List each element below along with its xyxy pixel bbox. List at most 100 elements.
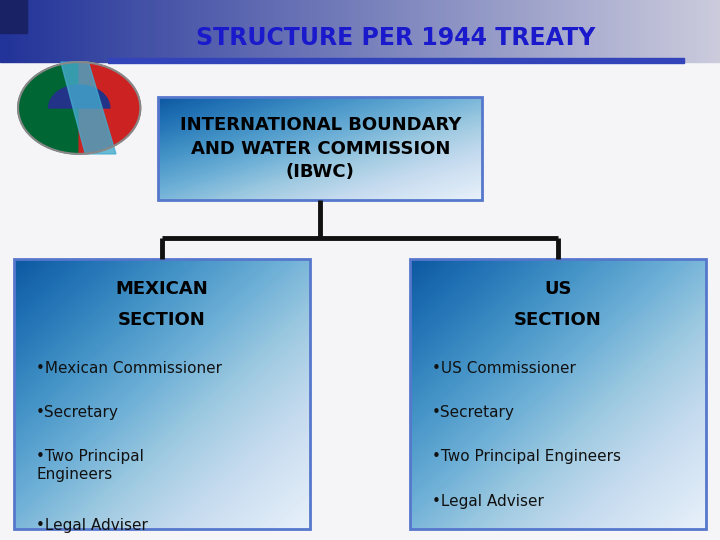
Bar [691, 0, 695, 62]
Bar [709, 0, 713, 62]
Bar [108, 58, 684, 63]
Bar [374, 0, 378, 62]
Bar [490, 0, 493, 62]
Bar [569, 0, 572, 62]
Bar [328, 0, 331, 62]
Bar [464, 0, 468, 62]
Bar [198, 0, 202, 62]
Bar [209, 0, 212, 62]
Bar [166, 0, 169, 62]
Bar [346, 0, 349, 62]
Text: STRUCTURE PER 1944 TREATY: STRUCTURE PER 1944 TREATY [197, 26, 595, 50]
Bar [515, 0, 518, 62]
Bar [698, 0, 702, 62]
Bar [7, 0, 11, 62]
Bar [61, 0, 65, 62]
Bar [277, 0, 281, 62]
Bar [493, 0, 497, 62]
Bar [310, 0, 313, 62]
Text: •Secretary: •Secretary [432, 405, 515, 420]
Bar [680, 0, 684, 62]
Bar [608, 0, 612, 62]
Bar [22, 0, 25, 62]
Bar [598, 0, 601, 62]
Bar [83, 0, 86, 62]
Bar [0, 0, 27, 33]
Bar [497, 0, 500, 62]
Bar [572, 0, 576, 62]
Bar [634, 0, 637, 62]
Bar [104, 0, 108, 62]
Bar [50, 0, 54, 62]
Bar [335, 0, 338, 62]
Bar [230, 0, 234, 62]
Bar [511, 0, 515, 62]
Bar [288, 0, 292, 62]
Bar [256, 0, 259, 62]
Bar [554, 0, 558, 62]
Bar [299, 0, 302, 62]
Bar [47, 0, 50, 62]
Bar [259, 0, 263, 62]
Text: US: US [544, 280, 572, 298]
Bar [58, 0, 61, 62]
Bar [115, 0, 119, 62]
Bar [356, 0, 360, 62]
Bar [504, 0, 508, 62]
Bar [637, 0, 641, 62]
Bar [688, 0, 691, 62]
Bar [648, 0, 652, 62]
Bar [148, 0, 151, 62]
Text: SECTION: SECTION [514, 311, 602, 329]
Bar [407, 0, 410, 62]
Bar [68, 0, 72, 62]
Bar [619, 0, 623, 62]
Bar [508, 0, 511, 62]
Bar [576, 0, 580, 62]
Bar [169, 0, 173, 62]
Bar [403, 0, 407, 62]
Bar [302, 0, 306, 62]
Bar [54, 0, 58, 62]
Bar [140, 0, 144, 62]
Bar [518, 0, 522, 62]
Bar [281, 0, 284, 62]
Wedge shape [79, 62, 140, 108]
Bar [349, 0, 353, 62]
Bar [86, 0, 90, 62]
Bar [76, 0, 79, 62]
Bar [706, 0, 709, 62]
Bar [670, 0, 673, 62]
Bar [324, 0, 328, 62]
Bar [436, 0, 439, 62]
Bar [313, 0, 317, 62]
Bar [482, 0, 486, 62]
Bar [234, 0, 238, 62]
Bar [587, 0, 590, 62]
Bar [29, 0, 32, 62]
Bar [295, 0, 299, 62]
Bar [558, 0, 562, 62]
Bar [112, 0, 115, 62]
Bar [90, 0, 94, 62]
Bar [306, 0, 310, 62]
Bar [468, 0, 472, 62]
Bar [450, 0, 454, 62]
Bar [65, 0, 68, 62]
Bar [241, 0, 245, 62]
Bar [216, 0, 220, 62]
Bar [590, 0, 594, 62]
Bar [212, 0, 216, 62]
Bar [94, 0, 97, 62]
Bar [270, 0, 274, 62]
Circle shape [18, 62, 140, 154]
Bar [36, 0, 40, 62]
Bar [446, 0, 450, 62]
Bar [248, 0, 252, 62]
Bar [342, 0, 346, 62]
Bar [500, 0, 504, 62]
Bar [187, 0, 191, 62]
Bar [382, 0, 385, 62]
Bar [292, 0, 295, 62]
Bar [428, 0, 432, 62]
